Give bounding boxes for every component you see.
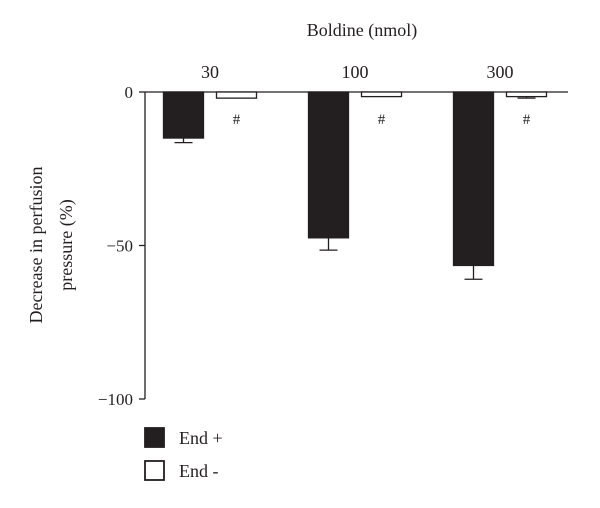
bars <box>162 91 548 267</box>
bar <box>162 91 205 139</box>
y-tick-label: −100 <box>98 390 133 409</box>
legend: End + End - <box>144 427 223 481</box>
y-axis-title-line-1: Decrease in perfusion <box>26 167 46 324</box>
legend-label: End + <box>179 428 223 448</box>
legend-swatch <box>144 460 165 481</box>
chart-title: Boldine (nmol) <box>307 20 418 41</box>
category-labels: 30 100 300 <box>201 62 514 82</box>
category-label: 300 <box>487 62 514 82</box>
significance-mark: # <box>378 112 386 128</box>
y-axis-title-line-2: pressure (%) <box>56 199 77 290</box>
bar <box>452 91 495 267</box>
y-axis: 0 −50 −100 <box>98 83 568 409</box>
category-label: 30 <box>201 62 219 82</box>
bar <box>307 91 350 239</box>
y-tick-label: 0 <box>125 83 134 102</box>
bar <box>215 91 258 99</box>
significance-mark: # <box>233 112 241 128</box>
legend-swatch <box>144 427 165 448</box>
annotations: # # # <box>233 112 531 128</box>
bar <box>360 91 403 98</box>
y-tick-label: −50 <box>106 237 133 256</box>
legend-label: End - <box>179 461 219 481</box>
error-bars <box>174 96 536 280</box>
category-label: 100 <box>342 62 369 82</box>
bar <box>505 91 548 98</box>
significance-mark: # <box>523 112 531 128</box>
